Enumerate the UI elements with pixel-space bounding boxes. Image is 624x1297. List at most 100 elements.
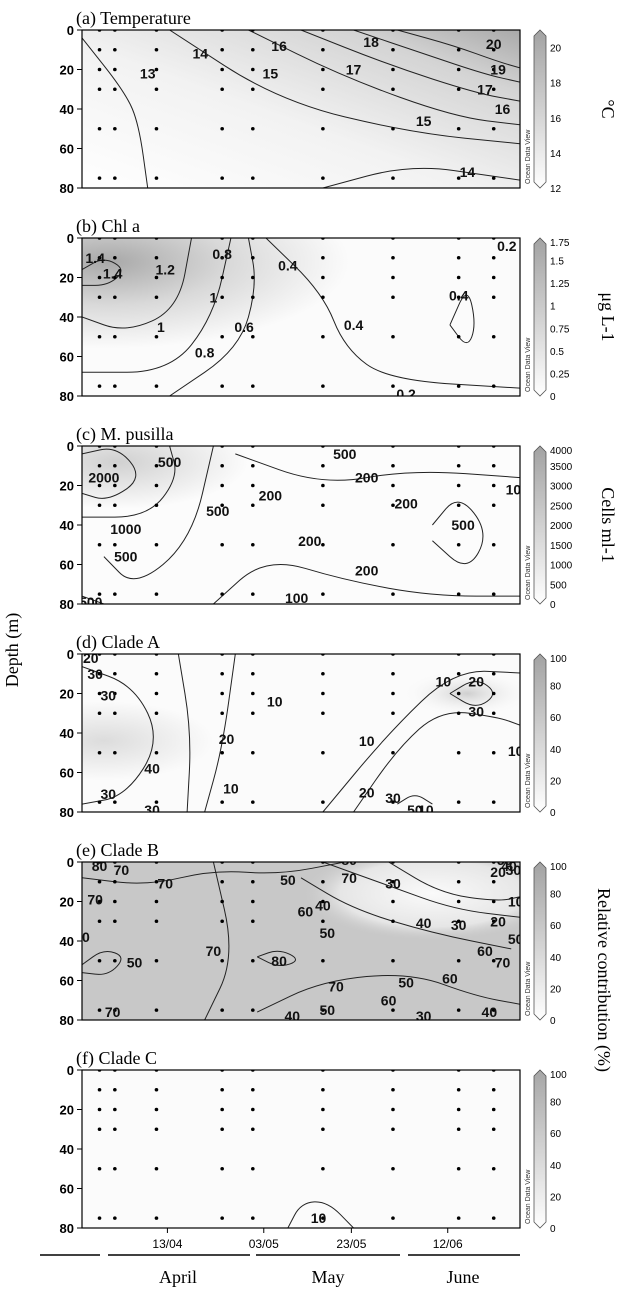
- contour-label: 20: [219, 731, 235, 747]
- sample-point: [220, 334, 224, 339]
- sample-point: [97, 1087, 102, 1092]
- contour-line: [353, 712, 520, 812]
- contour-label: 30: [451, 917, 467, 933]
- sample-point: [251, 1166, 255, 1171]
- sample-point: [154, 879, 159, 884]
- sample-point: [113, 1127, 117, 1132]
- contour-label: 60: [442, 971, 458, 987]
- colorbar-tick-label: 12: [550, 184, 562, 195]
- sample-point: [456, 671, 461, 676]
- y-tick-label: 60: [60, 142, 74, 157]
- sample-point: [391, 1107, 395, 1112]
- sample-point: [154, 503, 159, 508]
- sample-point: [321, 87, 325, 92]
- sample-point: [154, 67, 159, 72]
- contour-label: 30: [385, 790, 401, 806]
- y-tick-label: 80: [60, 1221, 74, 1236]
- contour-label: 0.4: [344, 317, 364, 333]
- sample-point: [154, 47, 159, 52]
- contour-label: 15: [416, 113, 432, 129]
- sample-point: [391, 47, 395, 52]
- sample-point: [251, 671, 255, 676]
- contour-label: 500: [79, 594, 103, 610]
- panel-title: (b) Chl a: [76, 216, 140, 237]
- sample-point: [220, 711, 224, 716]
- sample-point: [220, 542, 224, 547]
- sample-point: [456, 899, 461, 904]
- sample-point: [391, 919, 395, 924]
- panel-field: 80 70707050507070805060507080407050406050…: [82, 852, 520, 1020]
- sample-point: [113, 750, 117, 755]
- sample-point: [113, 879, 117, 884]
- sample-point: [220, 503, 224, 508]
- sample-point: [154, 1166, 159, 1171]
- contour-label: 13: [140, 65, 156, 81]
- sample-point: [491, 87, 496, 92]
- contour-label: 30: [100, 786, 116, 802]
- month-label: April: [159, 1267, 197, 1287]
- y-tick-label: 20: [60, 1103, 74, 1118]
- sample-point: [251, 275, 255, 280]
- contour-label: 0.2: [497, 238, 517, 254]
- contour-line: [353, 30, 520, 83]
- sample-point: [491, 691, 496, 696]
- sample-point: [321, 542, 325, 547]
- contour-label: 500: [333, 446, 357, 462]
- panel-field: 10: [82, 1070, 520, 1228]
- contour-label: 500: [158, 454, 182, 470]
- contour-label: 10: [359, 733, 375, 749]
- colorbar-tick-label: 0: [550, 392, 556, 403]
- sample-point: [113, 691, 117, 696]
- panel-title: (a) Temperature: [76, 8, 191, 29]
- colorbar-tick-label: 0.5: [550, 347, 564, 358]
- contour-line: [82, 37, 149, 188]
- sample-point: [154, 671, 159, 676]
- sample-point: [391, 750, 395, 755]
- sample-point: [391, 87, 395, 92]
- y-tick-label: 60: [60, 974, 74, 989]
- sample-point: [251, 800, 255, 804]
- unit-label: °C: [598, 99, 618, 118]
- sample-point: [154, 691, 159, 696]
- colorbar-tick-label: 0: [550, 1224, 556, 1235]
- sample-point: [456, 879, 461, 884]
- sample-point: [391, 1166, 395, 1171]
- y-tick-label: 60: [60, 558, 74, 573]
- sample-point: [491, 800, 496, 804]
- month-label: June: [447, 1267, 480, 1287]
- sample-point: [321, 958, 325, 963]
- y-tick-label: 40: [60, 1142, 74, 1157]
- sample-point: [391, 463, 395, 468]
- sample-point: [154, 1127, 159, 1132]
- contour-label: 80: [341, 852, 357, 868]
- x-tick-label: 12/06: [433, 1237, 463, 1251]
- colorbar-tick-label: 18: [550, 79, 562, 90]
- sample-point: [220, 800, 224, 804]
- sample-point: [251, 1087, 255, 1092]
- panel-title: (c) M. pusilla: [76, 424, 173, 445]
- sample-point: [220, 255, 224, 260]
- sample-point: [456, 592, 461, 596]
- y-tick-label: 80: [60, 597, 74, 612]
- depth-axis-label: Depth (m): [2, 613, 23, 687]
- sample-point: [251, 463, 255, 468]
- colorbar-tick-label: 100: [550, 862, 567, 873]
- colorbar-tick-label: 1.25: [550, 279, 570, 290]
- contour-label: 200: [355, 562, 379, 578]
- contour-line: [204, 862, 230, 1020]
- panel-field: 1.41.4 1.2 0.8 1 1 0.8 0.6 0.4 0.4 0.4 0.2 0.2: [82, 238, 520, 396]
- sample-point: [113, 126, 117, 131]
- sample-point: [456, 800, 461, 804]
- sample-point: [391, 879, 395, 884]
- sample-point: [220, 87, 224, 92]
- sample-point: [491, 176, 496, 180]
- sample-point: [321, 1008, 325, 1012]
- sample-point: [491, 275, 496, 280]
- sample-point: [113, 275, 117, 280]
- contour-label: 500: [114, 549, 138, 565]
- sample-point: [491, 67, 496, 72]
- contour-label: 0.8: [212, 246, 232, 262]
- sample-point: [97, 503, 102, 508]
- sample-point: [154, 275, 159, 280]
